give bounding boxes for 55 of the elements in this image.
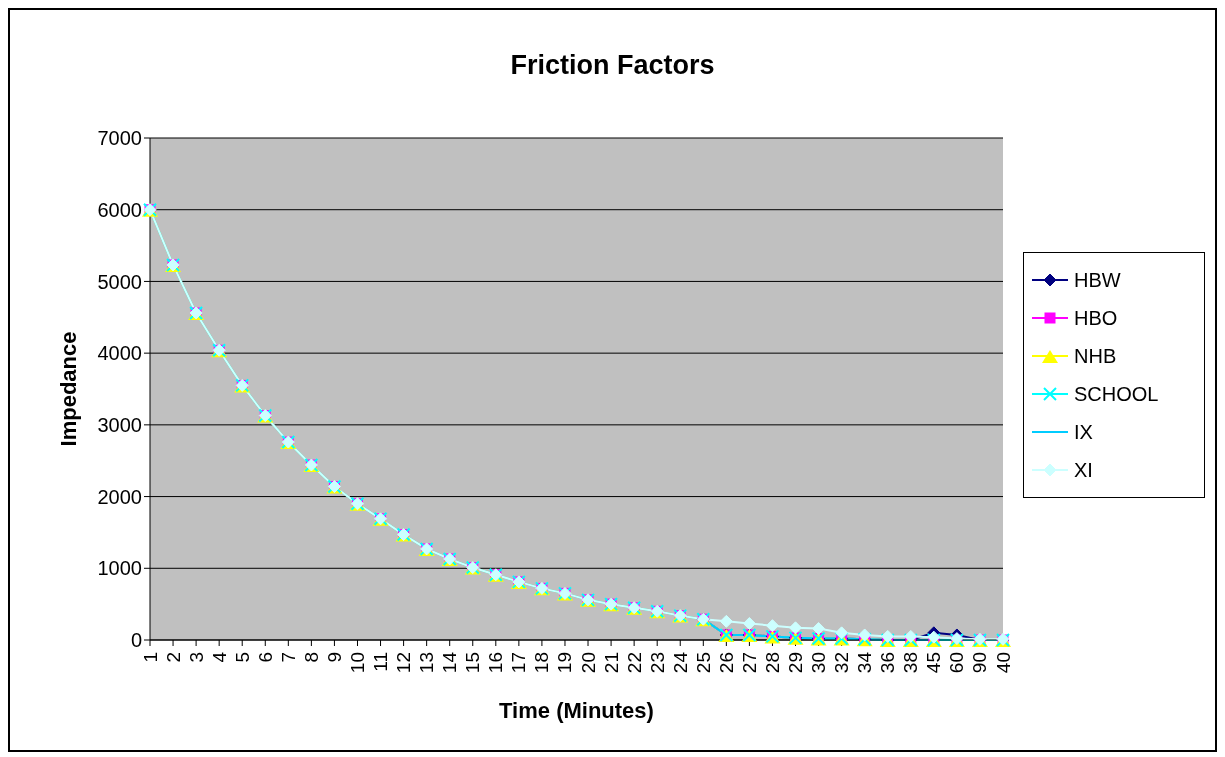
legend-label: XI <box>1074 458 1093 482</box>
x-tick-label: 25 <box>692 652 714 674</box>
x-tick-label: 40 <box>992 652 1014 674</box>
x-tick-label: 17 <box>508 652 530 674</box>
chart-title: Friction Factors <box>509 50 716 81</box>
x-tick-label: 38 <box>900 652 922 674</box>
x-tick-label: 32 <box>831 652 853 674</box>
x-tick-label: 11 <box>370 652 392 672</box>
x-tick-label: 7 <box>277 652 299 663</box>
x-tick-label: 30 <box>808 652 830 674</box>
y-tick-label: 2000 <box>97 485 142 508</box>
y-tick-label: 3000 <box>97 413 142 436</box>
x-tick-label: 24 <box>669 651 691 674</box>
legend-label: HBW <box>1074 268 1121 292</box>
x-tick-label: 13 <box>416 652 438 674</box>
x-tick-label: 60 <box>946 652 968 674</box>
x-tick-label: 1 <box>139 652 161 663</box>
legend-label: SCHOOL <box>1074 382 1159 406</box>
x-tick-label: 36 <box>877 652 899 674</box>
legend-label: HBO <box>1074 306 1118 330</box>
x-tick-label: 9 <box>323 652 345 663</box>
x-tick-label: 21 <box>600 652 622 674</box>
x-tick-label: 34 <box>854 651 876 674</box>
x-tick-label: 4 <box>208 651 230 663</box>
y-tick-label: 7000 <box>97 127 142 150</box>
x-tick-label: 20 <box>577 652 599 674</box>
x-tick-label: 26 <box>715 652 737 674</box>
x-tick-label: 29 <box>785 652 807 674</box>
x-axis-title: Time (Minutes) <box>499 698 654 723</box>
x-tick-label: 22 <box>623 652 645 674</box>
x-tick-label: 14 <box>439 651 461 674</box>
y-axis-title: Impedance <box>55 331 81 447</box>
y-tick-label: 4000 <box>97 342 142 365</box>
x-tick-label: 12 <box>393 652 415 674</box>
y-tick-label: 5000 <box>97 270 142 293</box>
y-tick-label: 6000 <box>97 198 142 221</box>
x-tick-label: 8 <box>300 652 322 663</box>
x-tick-label: 10 <box>346 652 368 674</box>
x-tick-label: 23 <box>646 652 668 674</box>
legend-label: IX <box>1074 420 1093 444</box>
x-tick-label: 16 <box>485 652 507 674</box>
legend-label: NHB <box>1074 344 1117 368</box>
x-tick-label: 5 <box>231 652 253 663</box>
x-tick-label: 27 <box>738 652 760 674</box>
x-tick-label: 19 <box>554 652 576 674</box>
y-tick-label: 0 <box>130 629 142 652</box>
y-tick-label: 1000 <box>97 557 142 580</box>
x-tick-label: 2 <box>162 652 184 663</box>
x-tick-label: 45 <box>923 652 945 674</box>
x-tick-label: 28 <box>761 652 783 674</box>
x-tick-label: 90 <box>969 652 991 674</box>
x-tick-label: 18 <box>531 652 553 674</box>
x-tick-label: 6 <box>254 652 276 663</box>
x-tick-label: 15 <box>462 652 484 674</box>
x-tick-label: 3 <box>185 652 207 663</box>
